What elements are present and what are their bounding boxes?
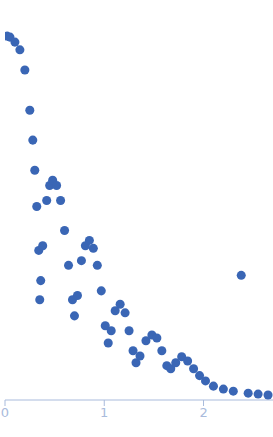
svg-text:0: 0 xyxy=(8,405,9,420)
svg-text:1: 1 xyxy=(100,405,108,420)
svg-text:2: 2 xyxy=(199,405,207,420)
